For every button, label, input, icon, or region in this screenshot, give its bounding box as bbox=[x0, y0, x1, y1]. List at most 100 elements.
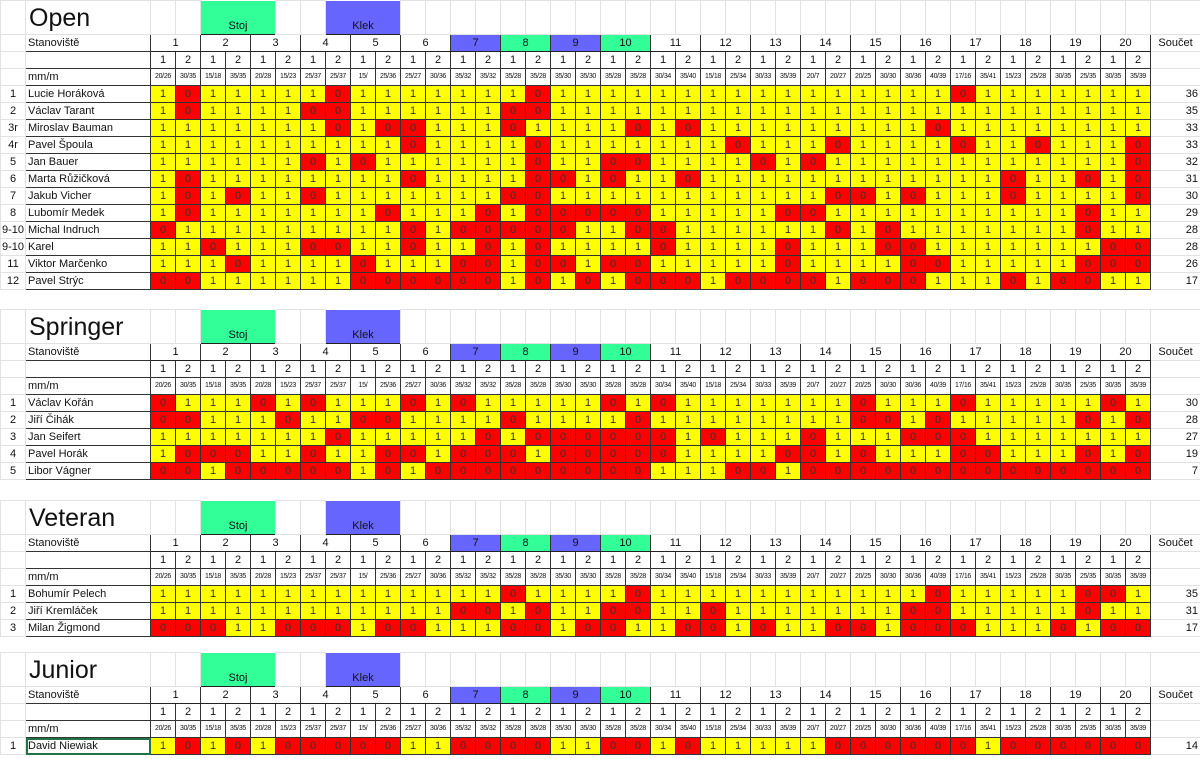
score-miss[interactable]: 0 bbox=[650, 445, 676, 463]
score-hit[interactable]: 1 bbox=[175, 585, 201, 603]
score-miss[interactable]: 0 bbox=[975, 462, 1001, 480]
score-miss[interactable]: 0 bbox=[1125, 187, 1151, 205]
score-hit[interactable]: 1 bbox=[325, 136, 351, 154]
score-miss[interactable]: 0 bbox=[925, 119, 951, 137]
score-hit[interactable]: 1 bbox=[875, 119, 901, 137]
score-hit[interactable]: 1 bbox=[500, 85, 526, 103]
score-miss[interactable]: 0 bbox=[400, 170, 426, 188]
score-hit[interactable]: 1 bbox=[375, 102, 401, 120]
score-miss[interactable]: 0 bbox=[175, 102, 201, 120]
score-hit[interactable]: 1 bbox=[250, 411, 276, 429]
score-miss[interactable]: 0 bbox=[450, 462, 476, 480]
score-miss[interactable]: 0 bbox=[300, 462, 326, 480]
score-hit[interactable]: 1 bbox=[1125, 585, 1151, 603]
score-miss[interactable]: 0 bbox=[550, 255, 576, 273]
score-hit[interactable]: 1 bbox=[825, 238, 851, 256]
score-hit[interactable]: 1 bbox=[1050, 255, 1076, 273]
score-hit[interactable]: 1 bbox=[500, 394, 526, 412]
score-hit[interactable]: 1 bbox=[475, 411, 501, 429]
score-hit[interactable]: 1 bbox=[550, 153, 576, 171]
score-miss[interactable]: 0 bbox=[475, 204, 501, 222]
score-hit[interactable]: 1 bbox=[550, 737, 576, 755]
score-hit[interactable]: 1 bbox=[150, 585, 176, 603]
score-hit[interactable]: 1 bbox=[1000, 255, 1026, 273]
score-miss[interactable]: 0 bbox=[1125, 238, 1151, 256]
score-hit[interactable]: 1 bbox=[900, 445, 926, 463]
score-hit[interactable]: 1 bbox=[1100, 428, 1126, 446]
score-hit[interactable]: 1 bbox=[450, 153, 476, 171]
score-miss[interactable]: 0 bbox=[450, 737, 476, 755]
score-hit[interactable]: 1 bbox=[350, 221, 376, 239]
score-hit[interactable]: 1 bbox=[450, 238, 476, 256]
score-hit[interactable]: 1 bbox=[400, 85, 426, 103]
score-hit[interactable]: 1 bbox=[325, 602, 351, 620]
score-hit[interactable]: 1 bbox=[725, 102, 751, 120]
score-hit[interactable]: 1 bbox=[975, 170, 1001, 188]
score-miss[interactable]: 0 bbox=[275, 411, 301, 429]
score-miss[interactable]: 0 bbox=[200, 445, 226, 463]
score-hit[interactable]: 1 bbox=[850, 136, 876, 154]
score-miss[interactable]: 0 bbox=[525, 428, 551, 446]
score-hit[interactable]: 1 bbox=[725, 619, 751, 637]
competitor-name[interactable]: Michal Indruch bbox=[25, 221, 151, 239]
score-miss[interactable]: 0 bbox=[550, 428, 576, 446]
score-hit[interactable]: 1 bbox=[1050, 136, 1076, 154]
score-hit[interactable]: 1 bbox=[275, 85, 301, 103]
competitor-name[interactable]: Viktor Marčenko bbox=[25, 255, 151, 273]
score-hit[interactable]: 1 bbox=[525, 119, 551, 137]
score-miss[interactable]: 0 bbox=[450, 255, 476, 273]
score-hit[interactable]: 1 bbox=[900, 221, 926, 239]
score-hit[interactable]: 1 bbox=[825, 85, 851, 103]
score-miss[interactable]: 0 bbox=[900, 462, 926, 480]
score-hit[interactable]: 1 bbox=[1075, 238, 1101, 256]
rank[interactable]: 3 bbox=[0, 619, 26, 637]
score-hit[interactable]: 1 bbox=[550, 136, 576, 154]
score-hit[interactable]: 1 bbox=[600, 85, 626, 103]
score-miss[interactable]: 0 bbox=[475, 221, 501, 239]
score-hit[interactable]: 1 bbox=[750, 170, 776, 188]
score-hit[interactable]: 1 bbox=[950, 411, 976, 429]
score-hit[interactable]: 1 bbox=[500, 136, 526, 154]
score-hit[interactable]: 1 bbox=[450, 136, 476, 154]
score-miss[interactable]: 0 bbox=[1125, 136, 1151, 154]
score-hit[interactable]: 1 bbox=[900, 411, 926, 429]
score-miss[interactable]: 0 bbox=[950, 445, 976, 463]
score-miss[interactable]: 0 bbox=[325, 238, 351, 256]
score-miss[interactable]: 0 bbox=[500, 102, 526, 120]
score-hit[interactable]: 1 bbox=[1050, 187, 1076, 205]
score-hit[interactable]: 1 bbox=[225, 394, 251, 412]
score-hit[interactable]: 1 bbox=[275, 119, 301, 137]
score-hit[interactable]: 1 bbox=[1050, 170, 1076, 188]
score-hit[interactable]: 1 bbox=[950, 170, 976, 188]
score-hit[interactable]: 1 bbox=[725, 737, 751, 755]
score-hit[interactable]: 1 bbox=[450, 119, 476, 137]
score-hit[interactable]: 1 bbox=[825, 102, 851, 120]
score-miss[interactable]: 0 bbox=[500, 119, 526, 137]
score-hit[interactable]: 1 bbox=[1000, 445, 1026, 463]
score-hit[interactable]: 1 bbox=[1050, 394, 1076, 412]
score-hit[interactable]: 1 bbox=[275, 428, 301, 446]
rank[interactable]: 4r bbox=[0, 136, 26, 154]
score-miss[interactable]: 0 bbox=[275, 462, 301, 480]
score-hit[interactable]: 1 bbox=[775, 221, 801, 239]
score-miss[interactable]: 0 bbox=[1025, 462, 1051, 480]
score-miss[interactable]: 0 bbox=[900, 272, 926, 290]
score-hit[interactable]: 1 bbox=[550, 619, 576, 637]
score-miss[interactable]: 0 bbox=[625, 221, 651, 239]
score-hit[interactable]: 1 bbox=[600, 136, 626, 154]
score-hit[interactable]: 1 bbox=[350, 428, 376, 446]
score-miss[interactable]: 0 bbox=[925, 585, 951, 603]
score-hit[interactable]: 1 bbox=[900, 85, 926, 103]
score-hit[interactable]: 1 bbox=[350, 102, 376, 120]
score-miss[interactable]: 0 bbox=[950, 462, 976, 480]
score-hit[interactable]: 1 bbox=[500, 255, 526, 273]
score-hit[interactable]: 1 bbox=[575, 411, 601, 429]
score-hit[interactable]: 1 bbox=[750, 255, 776, 273]
score-miss[interactable]: 0 bbox=[1000, 462, 1026, 480]
score-hit[interactable]: 1 bbox=[575, 153, 601, 171]
score-hit[interactable]: 1 bbox=[400, 255, 426, 273]
score-hit[interactable]: 1 bbox=[325, 255, 351, 273]
score-hit[interactable]: 1 bbox=[650, 119, 676, 137]
rank[interactable]: 5 bbox=[0, 153, 26, 171]
score-miss[interactable]: 0 bbox=[625, 602, 651, 620]
